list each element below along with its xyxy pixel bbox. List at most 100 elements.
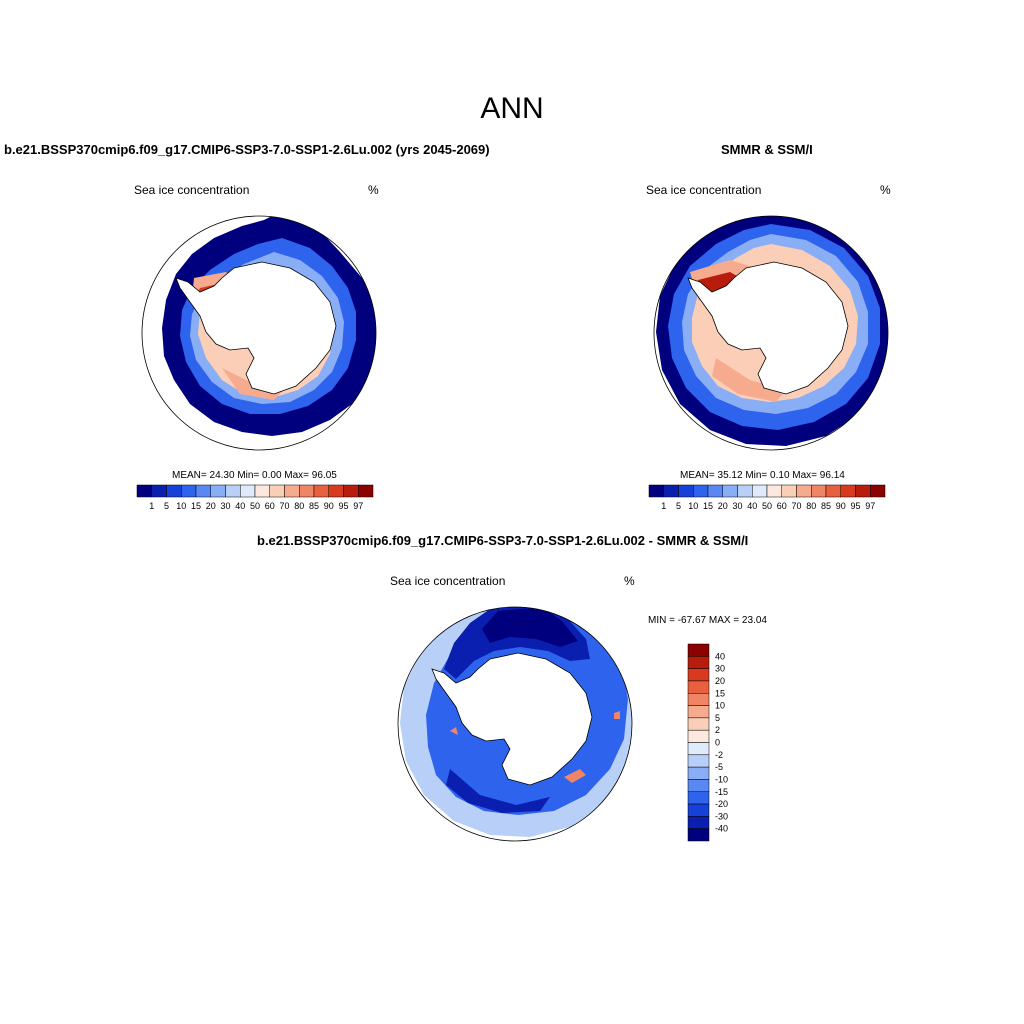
- panel-3-colorbar-tick-1: 30: [715, 664, 725, 674]
- panel-1-colorbar-box-0: [136, 484, 152, 498]
- panel-1-colorbar-box-1: [151, 484, 167, 498]
- panel-2-colorbar-box-12: [825, 484, 841, 498]
- panel-1-colorbar-tick-7: 50: [250, 501, 260, 511]
- panel-2-variable-label: Sea ice concentration: [646, 183, 762, 197]
- panel-3-colorbar-box-6: [687, 717, 710, 731]
- panel-3-colorbar-tick-12: -20: [715, 799, 728, 809]
- panel-1-colorbar-box-8: [254, 484, 270, 498]
- panel-3-stats: MIN = -67.67 MAX = 23.04: [648, 615, 767, 626]
- panel-1-colorbar-tick-6: 40: [235, 501, 245, 511]
- panel-3-colorbar-box-15: [687, 828, 710, 842]
- panel-2-colorbar: 1 5 10 15 20 30 40 50 60 70 80 85 90 95 97: [648, 484, 886, 511]
- panel-2-units-label: %: [880, 183, 891, 197]
- panel-1-colorbar-tick-4: 20: [206, 501, 216, 511]
- panel-2-colorbar-tick-13: 95: [850, 501, 860, 511]
- panel-1-colorbar-box-5: [210, 484, 226, 498]
- panel-3-colorbar-tick-14: -40: [715, 824, 728, 834]
- panel-1-colorbar-tick-0: 1: [149, 501, 154, 511]
- panel-2-title: SMMR & SSM/I: [721, 142, 813, 157]
- panel-3-colorbar-box-1: [687, 656, 710, 669]
- panel-2-colorbar-tick-5: 30: [732, 501, 742, 511]
- panel-1-colorbar-box-11: [299, 484, 315, 498]
- panel-2-colorbar-box-13: [840, 484, 856, 498]
- panel-3-colorbar-tick-10: -10: [715, 774, 728, 784]
- panel-2-colorbar-box-15: [870, 484, 886, 498]
- panel-1-title: b.e21.BSSP370cmip6.f09_g17.CMIP6-SSP3-7.…: [4, 142, 490, 157]
- panel-3-colorbar-box-0: [687, 643, 710, 657]
- panel-2-colorbar-tick-14: 97: [865, 501, 875, 511]
- panel-3-colorbar-box-11: [687, 779, 710, 792]
- panel-1-colorbar-box-14: [343, 484, 359, 498]
- panel-3-colorbar-tick-8: -2: [715, 750, 723, 760]
- panel-2-colorbar-box-7: [752, 484, 768, 498]
- panel-2-colorbar-box-3: [693, 484, 709, 498]
- panel-2-colorbar-box-8: [766, 484, 782, 498]
- panel-1-colorbar-tick-2: 10: [176, 501, 186, 511]
- panel-3-colorbar-box-10: [687, 766, 710, 780]
- panel-1-colorbar-box-3: [181, 484, 197, 498]
- panel-2-colorbar-tick-10: 80: [806, 501, 816, 511]
- panel-3-colorbar-tick-4: 10: [715, 701, 725, 711]
- panel-3-units-label: %: [624, 574, 635, 588]
- panel-3-antarctica: [431, 652, 593, 786]
- panel-3-colorbar-box-4: [687, 693, 710, 706]
- panel-3-variable-label: Sea ice concentration: [390, 574, 506, 588]
- panel-3-colorbar-tick-9: -5: [715, 762, 723, 772]
- panel-3-diff-ross-core: [482, 607, 578, 647]
- panel-2-colorbar-box-10: [796, 484, 812, 498]
- panel-3-map: [397, 606, 633, 842]
- panel-3-colorbar-box-7: [687, 729, 710, 743]
- panel-3-colorbar-box-3: [687, 680, 710, 694]
- panel-3-colorbar-box-9: [687, 754, 710, 768]
- panel-1-colorbar-tick-14: 97: [353, 501, 363, 511]
- panel-3-colorbar-tick-3: 15: [715, 688, 725, 698]
- panel-3-colorbar-box-2: [687, 668, 710, 682]
- panel-2-antarctica: [687, 261, 849, 395]
- panel-3-diff-dark: [444, 607, 590, 813]
- panel-2-colorbar-tick-6: 40: [747, 501, 757, 511]
- figure-season-title: ANN: [480, 92, 544, 125]
- panel-1-colorbar-tick-8: 60: [265, 501, 275, 511]
- panel-1-colorbar-box-4: [195, 484, 211, 498]
- panel-1-variable-label: Sea ice concentration: [134, 183, 250, 197]
- panel-3-colorbar-tick-7: 0: [715, 738, 720, 748]
- panel-2-colorbar-box-9: [781, 484, 797, 498]
- panel-2-stats: MEAN= 35.12 Min= 0.10 Max= 96.14: [680, 470, 845, 481]
- panel-2-colorbar-box-2: [678, 484, 694, 498]
- panel-2-colorbar-tick-11: 85: [821, 501, 831, 511]
- panel-3-colorbar-tick-11: -15: [715, 787, 728, 797]
- panel-2-colorbar-box-4: [707, 484, 723, 498]
- panel-1-colorbar-box-9: [269, 484, 285, 498]
- panel-1-colorbar-box-6: [225, 484, 241, 498]
- panel-3-colorbar-box-8: [687, 742, 710, 756]
- panel-1-colorbar-box-12: [313, 484, 329, 498]
- panel-1-colorbar-box-15: [358, 484, 374, 498]
- panel-3-colorbar-tick-2: 20: [715, 676, 725, 686]
- panel-3-colorbar-box-14: [687, 816, 710, 829]
- panel-3-colorbar-tick-0: 40: [715, 651, 725, 661]
- panel-2-colorbar-tick-8: 60: [777, 501, 787, 511]
- panel-1-colorbar-tick-1: 5: [164, 501, 169, 511]
- panel-1-colorbar-tick-13: 95: [338, 501, 348, 511]
- panel-2-colorbar-tick-0: 1: [661, 501, 666, 511]
- panel-2-colorbar-tick-7: 50: [762, 501, 772, 511]
- panel-1-colorbar-tick-10: 80: [294, 501, 304, 511]
- panel-1-colorbar-box-10: [284, 484, 300, 498]
- panel-2-colorbar-tick-2: 10: [688, 501, 698, 511]
- panel-2-colorbar-box-0: [648, 484, 664, 498]
- panel-3-colorbar-box-5: [687, 705, 710, 719]
- panel-3-colorbar-tick-6: 2: [715, 725, 720, 735]
- panel-2-colorbar-box-6: [737, 484, 753, 498]
- panel-3-colorbar-box-13: [687, 803, 710, 817]
- panel-3-title: b.e21.BSSP370cmip6.f09_g17.CMIP6-SSP3-7.…: [257, 533, 749, 548]
- panel-1-colorbar-box-2: [166, 484, 182, 498]
- panel-1-colorbar-tick-9: 70: [279, 501, 289, 511]
- panel-1-antarctica: [175, 261, 337, 395]
- panel-1-colorbar-tick-11: 85: [309, 501, 319, 511]
- panel-1-colorbar-box-13: [328, 484, 344, 498]
- panel-2-colorbar-tick-3: 15: [703, 501, 713, 511]
- panel-1-map: [141, 215, 377, 451]
- panel-3-colorbar-tick-13: -30: [715, 811, 728, 821]
- panel-2-colorbar-box-14: [855, 484, 871, 498]
